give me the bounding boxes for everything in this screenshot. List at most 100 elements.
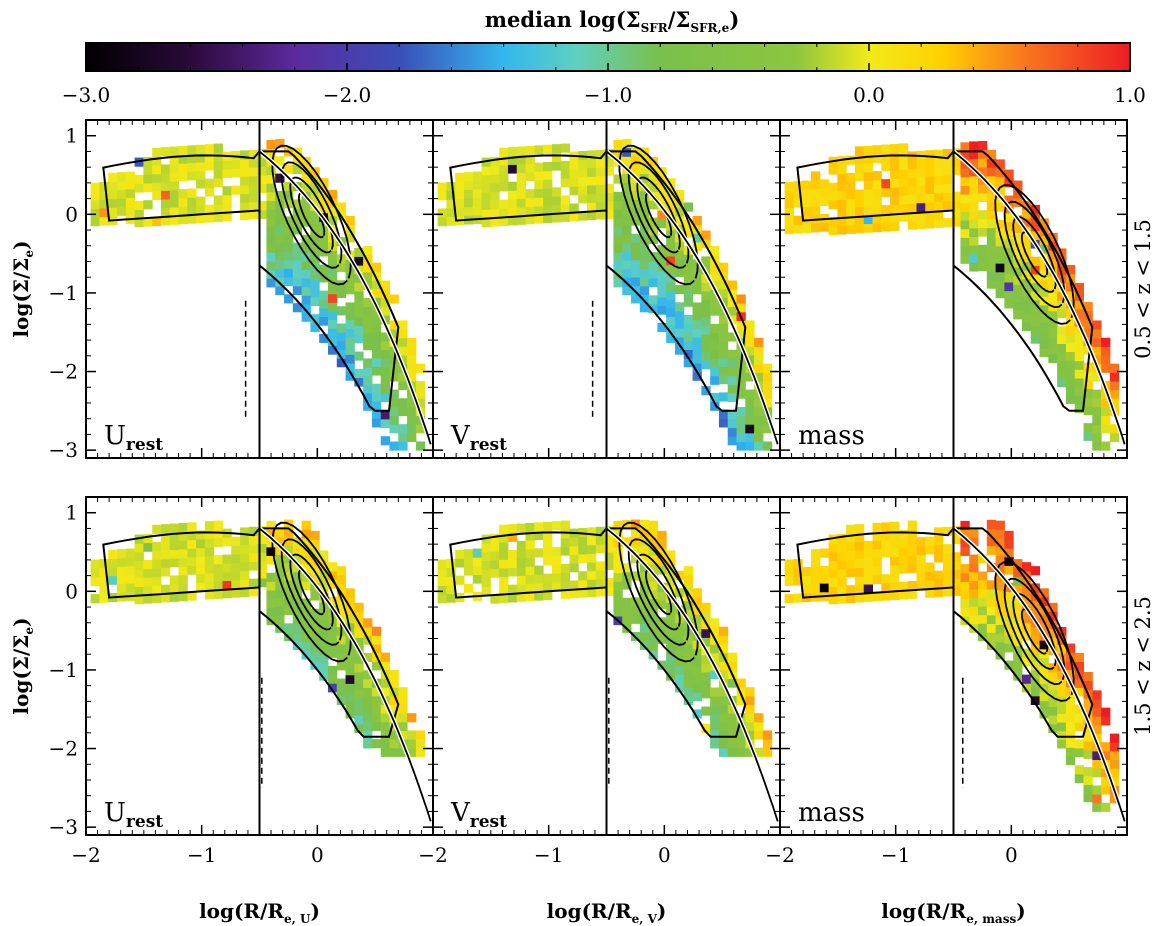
heatmap-cell (354, 299, 364, 309)
heatmap-cell (701, 325, 711, 335)
heatmap-cell (736, 320, 746, 330)
heatmap-cell (846, 172, 856, 183)
heatmap-cell (380, 410, 391, 420)
heatmap-cell (736, 406, 746, 417)
heatmap-cell (398, 329, 408, 339)
heatmap-cell (327, 285, 338, 295)
y-tick-label: 1 (65, 124, 78, 148)
heatmap-cell (692, 657, 702, 667)
heatmap-cell (1092, 329, 1102, 339)
heatmap-cell (499, 216, 509, 227)
heatmap-cell (525, 540, 535, 550)
heatmap-cell (319, 316, 329, 326)
heatmap-cell (222, 571, 232, 581)
heatmap-cell (560, 169, 570, 179)
heatmap-cell (275, 251, 285, 261)
heatmap-cell (657, 591, 667, 601)
heatmap-cell (266, 252, 276, 262)
heatmap-cell (1074, 378, 1085, 388)
heatmap-cell (986, 614, 997, 625)
heatmap-cell (701, 316, 711, 327)
heatmap-cell (1030, 230, 1041, 240)
heatmap-cell (810, 566, 821, 576)
heatmap-cell (266, 572, 276, 582)
heatmap-cell (718, 409, 729, 419)
heatmap-cell (551, 144, 562, 154)
heatmap-cell (499, 156, 509, 166)
heatmap-cell (371, 739, 382, 749)
heatmap-cell (942, 157, 953, 167)
heatmap-cell (319, 576, 329, 586)
heatmap-cell (415, 747, 426, 757)
heatmap-cell (292, 571, 303, 581)
heatmap-cell (960, 538, 970, 548)
heatmap-cell (595, 578, 606, 588)
heatmap-cell (674, 648, 685, 658)
heatmap-cell (310, 548, 320, 558)
heatmap-cell (622, 173, 632, 183)
heatmap-cell (534, 145, 544, 155)
heatmap-cell (99, 207, 109, 218)
heatmap-cell (898, 538, 909, 548)
heatmap-cell (718, 626, 729, 636)
heatmap-cell (846, 559, 856, 569)
heatmap-cell (639, 554, 650, 564)
panel-r2-c1: Urest (85, 496, 434, 836)
heatmap-cell (152, 542, 162, 552)
heatmap-cell (336, 288, 347, 299)
heatmap-cell (666, 281, 676, 292)
heatmap-cell (345, 657, 355, 667)
heatmap-cell (727, 384, 738, 394)
heatmap-cell (240, 150, 250, 160)
heatmap-cell (152, 173, 162, 183)
heatmap-cell (240, 536, 250, 546)
heatmap-cell (934, 175, 944, 185)
heatmap-cell (345, 596, 355, 607)
heatmap-cell (898, 177, 909, 188)
heatmap-cell (213, 555, 223, 565)
heatmap-cell (942, 183, 953, 193)
heatmap-cell (354, 334, 364, 344)
heatmap-cell (160, 181, 171, 191)
heatmap-cell (116, 583, 127, 593)
heatmap-cell (881, 205, 891, 215)
heatmap-cell (674, 189, 685, 200)
heatmap-cell (604, 534, 614, 545)
heatmap-cell (666, 264, 676, 274)
heatmap-cell (380, 652, 391, 662)
heatmap-cell (371, 635, 382, 645)
heatmap-cell (1057, 670, 1067, 680)
heatmap-cell (674, 259, 685, 269)
heatmap-cell (319, 550, 329, 560)
heatmap-cell (898, 152, 909, 162)
heatmap-cell (160, 558, 171, 568)
contour-inner (1012, 593, 1057, 670)
heatmap-cell (90, 208, 100, 218)
heatmap-cell (354, 247, 364, 257)
heatmap-cell (810, 179, 821, 190)
heatmap-cell (275, 268, 285, 278)
heatmap-cell (275, 225, 285, 235)
heatmap-cell (231, 159, 241, 169)
heatmap-cell (934, 553, 944, 563)
heatmap-cell (490, 165, 500, 175)
heatmap-cell (499, 165, 509, 175)
heatmap-cell (1021, 631, 1032, 641)
heatmap-cell (231, 571, 241, 581)
heatmap-cell (407, 355, 417, 365)
heatmap-cell (1004, 230, 1014, 240)
heatmap-cell (248, 193, 259, 203)
heatmap-cell (499, 542, 509, 552)
heatmap-cell (543, 170, 553, 180)
heatmap-cell (125, 574, 136, 584)
heatmap-cell (872, 531, 882, 541)
heatmap-cell (951, 578, 961, 588)
heatmap-cell (802, 223, 812, 233)
heatmap-cell (363, 713, 373, 723)
heatmap-cell (301, 546, 311, 556)
heatmap-cell (1092, 707, 1102, 717)
heatmap-cell (327, 345, 338, 355)
heatmap-cell (319, 610, 329, 621)
heatmap-cell (969, 210, 979, 220)
heatmap-cell (222, 160, 232, 170)
